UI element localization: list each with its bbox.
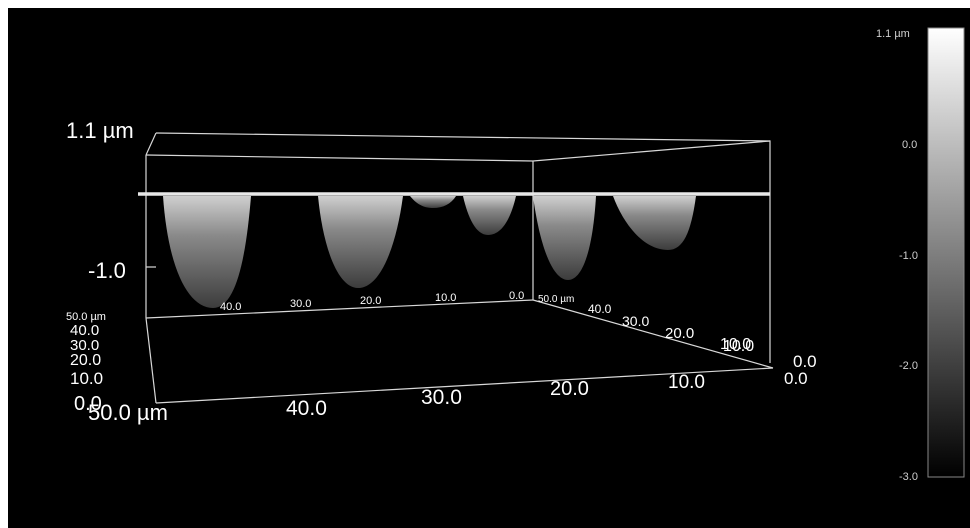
pit-2: [318, 196, 403, 288]
left-axis: 50.0 µm 40.0 30.0 20.0 10.0: [66, 311, 106, 388]
colorbar-max-label: 1.1 µm: [876, 28, 910, 40]
back-x-tick: 40.0: [220, 301, 241, 313]
back-y-tick: 20.0: [665, 325, 694, 342]
box-left-floor-edge: [145, 317, 157, 404]
box-front-top-edge: [145, 154, 534, 162]
box-right-floor-edge: [532, 299, 774, 369]
z-mid-label: -1.0: [88, 258, 126, 283]
left-axis-tick: 10.0: [70, 369, 103, 388]
front-axis-tick: 10.0: [668, 372, 705, 393]
right-axis: 10.0 0.0: [720, 336, 808, 388]
front-axis: 0.0 50.0 µm 40.0 30.0 20.0 10.0: [74, 372, 705, 425]
front-axis-origin-overlap: 0.0: [74, 393, 102, 415]
left-axis-tick: 30.0: [70, 337, 99, 354]
back-y-tick: 0.0: [793, 352, 817, 371]
colorbar: 1.1 µm 0.0 -1.0 -2.0 -3.0: [876, 27, 965, 483]
back-y-tick: 10.0: [723, 338, 754, 355]
front-axis-origin-label: 50.0 µm: [88, 400, 168, 425]
colorbar-tick: -1.0: [899, 250, 918, 262]
box-front-floor-edge: [155, 367, 774, 404]
pit-6: [613, 196, 696, 250]
left-axis-tick: 40.0: [70, 322, 99, 339]
front-axis-tick: 20.0: [550, 378, 589, 400]
surface-plot-svg[interactable]: 1.1 µm -1.0 40.0 30.0 20.0 10.0 0.0 50.0…: [8, 8, 970, 528]
back-y-tick: 50.0 µm: [538, 294, 574, 305]
colorbar-tick: -2.0: [899, 360, 918, 372]
box-left-top-edge: [145, 132, 157, 156]
pit-1: [163, 196, 251, 308]
colorbar-tick: 0.0: [902, 139, 917, 151]
box-right-top-edge: [532, 140, 771, 162]
back-x-tick: 0.0: [509, 290, 524, 302]
colorbar-gradient: [927, 27, 965, 478]
3d-surface-viewport[interactable]: 1.1 µm -1.0 40.0 30.0 20.0 10.0 0.0 50.0…: [8, 8, 970, 528]
box-back-floor-edge: [145, 299, 534, 319]
left-axis-tick: 20.0: [70, 352, 101, 369]
right-axis-tick: 0.0: [784, 369, 808, 388]
back-y-axis: 50.0 µm 40.0 30.0 20.0 10.0 0.0: [538, 294, 817, 371]
bounding-box: [145, 132, 774, 404]
z-max-label: 1.1 µm: [66, 118, 134, 143]
back-x-axis: 40.0 30.0 20.0 10.0 0.0: [220, 290, 524, 313]
back-x-tick: 10.0: [435, 292, 456, 304]
left-axis-tick: 50.0 µm: [66, 311, 106, 323]
pit-3: [410, 196, 456, 208]
surface-pits: [163, 196, 696, 308]
pit-5: [533, 196, 596, 280]
back-y-tick: 40.0: [588, 302, 612, 316]
front-axis-tick: 30.0: [421, 386, 462, 409]
colorbar-tick: -3.0: [899, 471, 918, 483]
pit-4: [463, 196, 516, 235]
back-x-tick: 20.0: [360, 295, 381, 307]
front-axis-tick: 40.0: [286, 397, 327, 420]
back-y-tick: 30.0: [622, 313, 649, 329]
right-axis-tick: 10.0: [720, 336, 751, 353]
back-x-tick: 30.0: [290, 298, 311, 310]
